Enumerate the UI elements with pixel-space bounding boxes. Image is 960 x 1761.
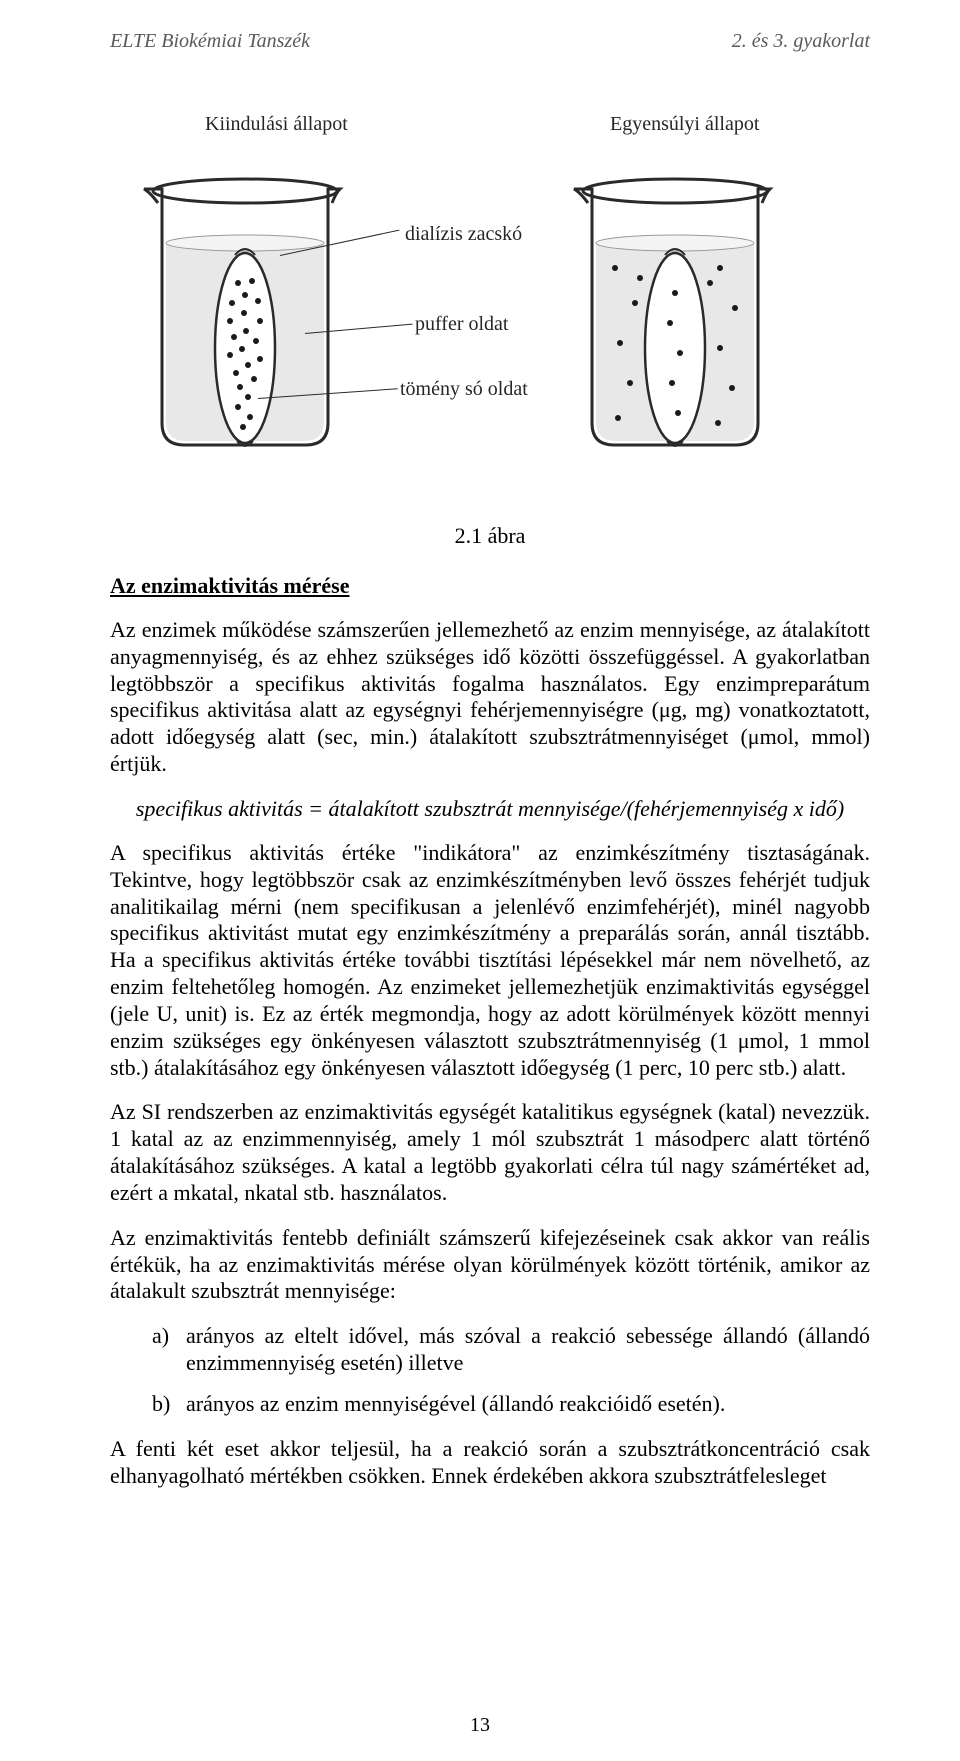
beaker-left-icon xyxy=(140,173,350,463)
figure-label-salt: tömény só oldat xyxy=(400,378,528,401)
page-header: ELTE Biokémiai Tanszék 2. és 3. gyakorla… xyxy=(110,30,870,53)
header-right: 2. és 3. gyakorlat xyxy=(732,30,870,53)
list-marker: a) xyxy=(152,1323,186,1377)
page-number: 13 xyxy=(0,1714,960,1737)
figure-title-left: Kiindulási állapot xyxy=(205,113,348,136)
paragraph-4: Az enzimaktivitás fentebb definiált szám… xyxy=(110,1225,870,1305)
figure-label-bag: dialízis zacskó xyxy=(405,223,522,246)
header-left: ELTE Biokémiai Tanszék xyxy=(110,30,310,53)
list-marker: b) xyxy=(152,1391,186,1418)
section-title: Az enzimaktivitás mérése xyxy=(110,573,870,599)
paragraph-1: Az enzimek működése számszerűen jellemez… xyxy=(110,617,870,778)
list-item-text: arányos az eltelt idővel, más szóval a r… xyxy=(186,1323,870,1377)
figure-title-right: Egyensúlyi állapot xyxy=(610,113,759,136)
list-item-a: a) arányos az eltelt idővel, más szóval … xyxy=(152,1323,870,1377)
page: ELTE Biokémiai Tanszék 2. és 3. gyakorla… xyxy=(0,0,960,1761)
paragraph-5: A fenti két eset akkor teljesül, ha a re… xyxy=(110,1436,870,1490)
figure-label-buffer: puffer oldat xyxy=(415,313,509,336)
paragraph-3: Az SI rendszerben az enzimaktivitás egys… xyxy=(110,1099,870,1206)
beaker-right-icon xyxy=(570,173,780,463)
figure-2-1: Kiindulási állapot Egyensúlyi állapot xyxy=(110,83,870,513)
list-item-text: arányos az enzim mennyiségével (állandó … xyxy=(186,1391,870,1418)
list-item-b: b) arányos az enzim mennyiségével (állan… xyxy=(152,1391,870,1418)
figure-caption: 2.1 ábra xyxy=(110,523,870,549)
ordered-list: a) arányos az eltelt idővel, más szóval … xyxy=(110,1323,870,1417)
paragraph-2: A specifikus aktivitás értéke "indikátor… xyxy=(110,840,870,1081)
formula: specifikus aktivitás = átalakított szubs… xyxy=(110,796,870,822)
